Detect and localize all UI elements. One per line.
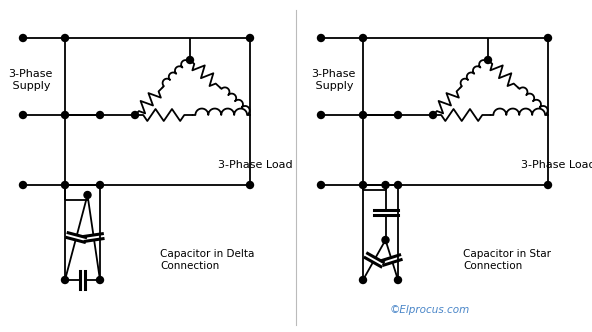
Circle shape xyxy=(20,182,27,189)
Circle shape xyxy=(84,192,91,199)
Circle shape xyxy=(382,236,389,243)
Circle shape xyxy=(186,56,194,63)
Text: 3-Phase Load: 3-Phase Load xyxy=(218,160,292,170)
Text: 3-Phase
 Supply: 3-Phase Supply xyxy=(8,69,52,91)
Circle shape xyxy=(96,112,104,119)
Circle shape xyxy=(246,182,253,189)
Circle shape xyxy=(394,112,401,119)
Text: ©Elprocus.com: ©Elprocus.com xyxy=(390,305,470,315)
Circle shape xyxy=(484,56,491,63)
Circle shape xyxy=(246,35,253,42)
Circle shape xyxy=(96,182,104,189)
Circle shape xyxy=(394,182,401,189)
Circle shape xyxy=(359,112,366,119)
Text: 3-Phase Load: 3-Phase Load xyxy=(521,160,592,170)
Circle shape xyxy=(359,277,366,284)
Circle shape xyxy=(62,182,69,189)
Circle shape xyxy=(359,35,366,42)
Circle shape xyxy=(62,35,69,42)
Circle shape xyxy=(96,277,104,284)
Circle shape xyxy=(430,112,436,119)
Text: Capacitor in Star
Connection: Capacitor in Star Connection xyxy=(463,249,551,271)
Circle shape xyxy=(62,112,69,119)
Circle shape xyxy=(359,182,366,189)
Circle shape xyxy=(317,35,324,42)
Circle shape xyxy=(382,182,389,189)
Circle shape xyxy=(20,112,27,119)
Circle shape xyxy=(394,277,401,284)
Circle shape xyxy=(20,35,27,42)
Circle shape xyxy=(131,112,139,119)
Circle shape xyxy=(545,182,552,189)
Circle shape xyxy=(317,182,324,189)
Text: Capacitor in Delta
Connection: Capacitor in Delta Connection xyxy=(160,249,255,271)
Circle shape xyxy=(317,112,324,119)
Circle shape xyxy=(545,35,552,42)
Text: 3-Phase
 Supply: 3-Phase Supply xyxy=(311,69,355,91)
Circle shape xyxy=(62,277,69,284)
